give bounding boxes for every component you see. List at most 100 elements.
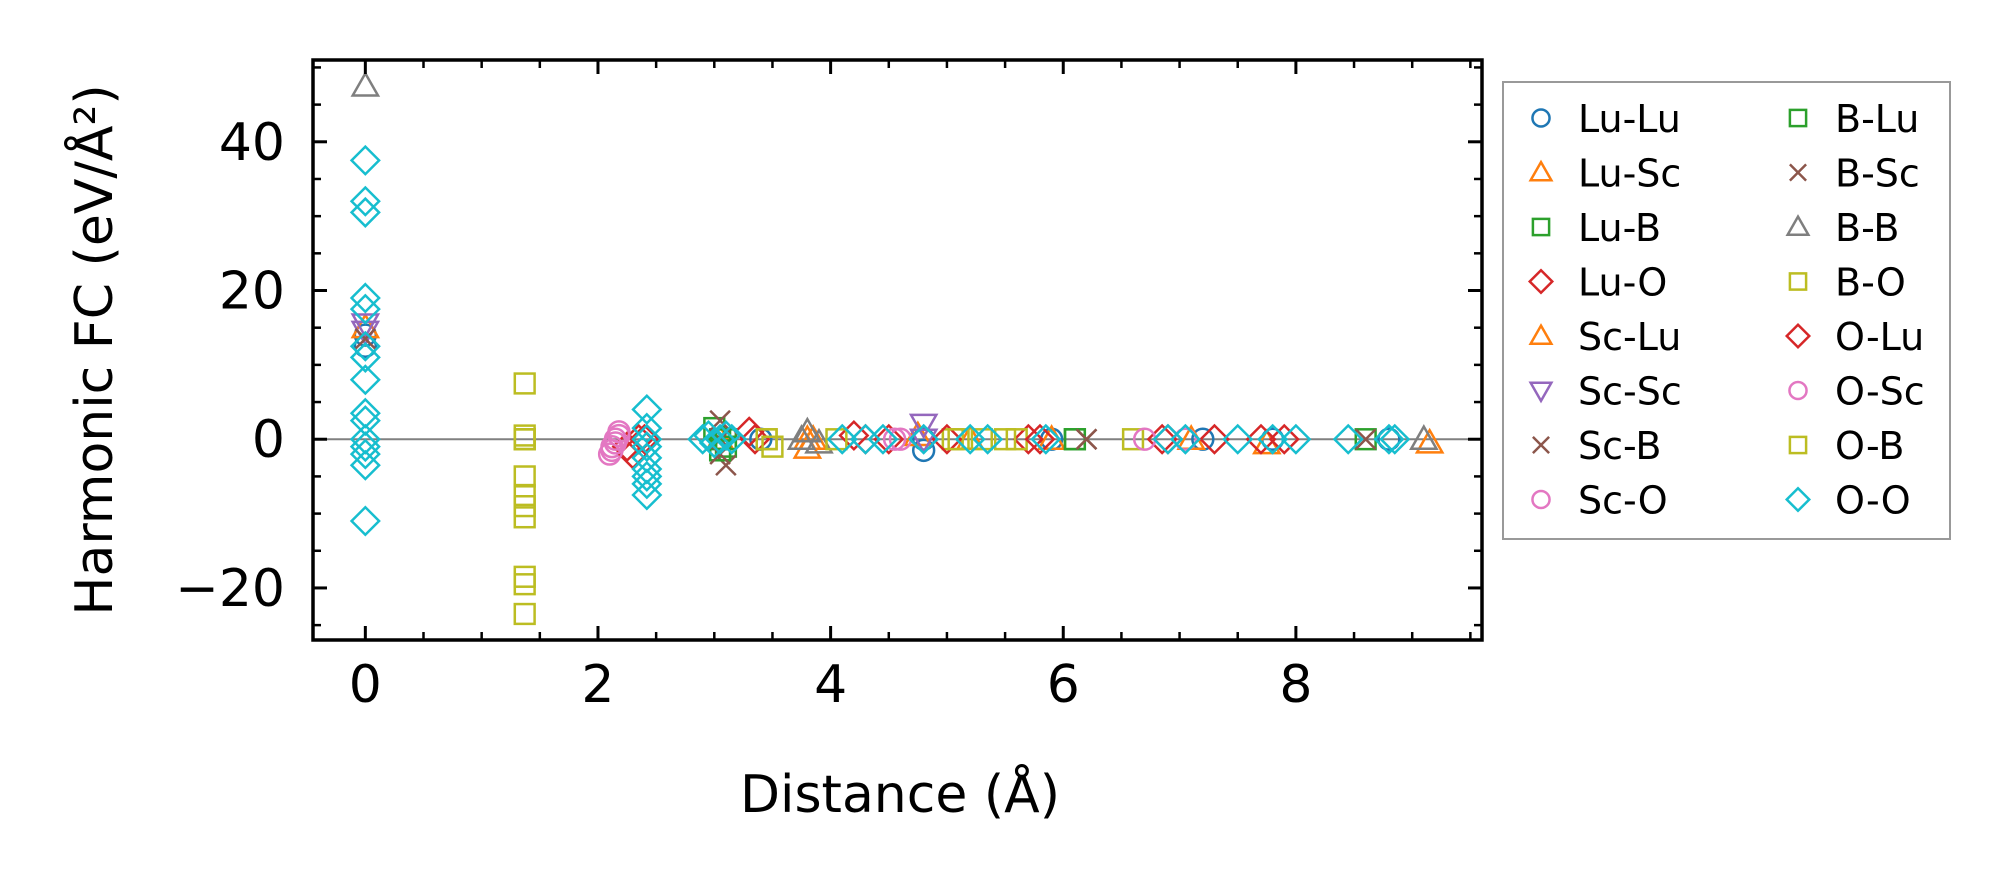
data-point (1280, 423, 1312, 455)
data-point (349, 282, 381, 314)
legend-marker (1528, 381, 1554, 404)
data-point (1075, 428, 1098, 451)
data-point (349, 505, 381, 537)
data-point (349, 341, 381, 373)
legend-marker (1784, 486, 1812, 513)
data-point (908, 423, 940, 455)
data-point (631, 423, 663, 455)
data-point (349, 185, 381, 217)
data-marks (313, 70, 1482, 626)
data-point (867, 423, 899, 455)
data-point (1377, 427, 1401, 451)
series-o-b (513, 428, 1017, 458)
data-point (349, 431, 381, 463)
series-b-b (350, 70, 1439, 454)
data-point (349, 438, 381, 470)
x-tick-label: 6 (1047, 655, 1080, 715)
data-point (761, 435, 784, 458)
legend-marker (1784, 322, 1812, 350)
data-point (513, 495, 536, 518)
legend-marker (1527, 268, 1555, 295)
data-point (631, 468, 663, 500)
legend-label: O-B (1835, 424, 1904, 468)
series-b-o (513, 372, 1145, 626)
data-point (1030, 423, 1062, 455)
data-point (350, 313, 381, 340)
legend-label: B-Sc (1835, 152, 1920, 196)
data-point (631, 431, 663, 463)
data-point (786, 424, 817, 450)
data-point (631, 412, 663, 444)
legend: Lu-Lu Lu-Sc Lu-B Lu-O Sc-Lu Sc-Sc Sc-B Sc-O B-Lu… (1502, 81, 1951, 540)
data-point (947, 428, 970, 451)
data-point (826, 423, 858, 455)
legend-label: Sc-Sc (1578, 370, 1682, 414)
legend-label: Lu-Lu (1578, 97, 1681, 141)
legend-label: B-Lu (1835, 97, 1919, 141)
plot-frame (311, 58, 1484, 642)
data-point (631, 460, 663, 492)
data-point (1169, 423, 1201, 455)
data-point (882, 427, 907, 451)
legend-marker (1531, 217, 1551, 237)
legend-label: Lu-B (1578, 206, 1661, 250)
data-point (349, 293, 381, 325)
legend-label: O-O (1835, 479, 1911, 523)
data-point (1257, 423, 1289, 455)
legend-label: Sc-B (1578, 424, 1661, 468)
data-point (350, 70, 381, 97)
legend-marker (1785, 214, 1811, 237)
y-tick-label: 20 (219, 262, 285, 322)
data-point (349, 405, 381, 437)
data-point (349, 196, 381, 228)
data-point (970, 428, 993, 451)
data-point (972, 423, 1004, 455)
legend-marker (1788, 380, 1808, 401)
x-tick-label: 0 (349, 655, 382, 715)
data-point (354, 328, 377, 350)
legend-label: Sc-O (1578, 479, 1668, 523)
data-point (1268, 423, 1300, 455)
data-point (1409, 424, 1439, 450)
legend-marker (1531, 108, 1551, 128)
data-point (710, 419, 742, 452)
data-point (513, 483, 536, 507)
data-point (733, 416, 765, 448)
data-point (631, 479, 663, 511)
legend-marker (1788, 272, 1808, 291)
data-point (349, 364, 381, 396)
legend-label: O-Lu (1835, 315, 1924, 359)
legend-marker (1789, 163, 1807, 182)
x-axis-label: Distance (Å) (740, 763, 1060, 825)
x-tick-label: 8 (1279, 655, 1312, 715)
legend-label: B-B (1835, 206, 1900, 250)
data-point (513, 372, 536, 395)
data-point (1354, 428, 1377, 451)
data-point (908, 428, 939, 455)
data-point (513, 573, 536, 596)
y-tick-label: 0 (252, 410, 285, 470)
series-o-o (349, 144, 1411, 537)
y-axis-label: Harmonic FC (eV/Å²) (63, 84, 125, 615)
data-point (698, 427, 730, 459)
legend-marker (1528, 323, 1554, 346)
data-point (825, 428, 848, 451)
data-point (739, 423, 771, 455)
data-point (908, 413, 939, 440)
data-point (704, 423, 736, 455)
legend-marker (1528, 159, 1554, 182)
legend-marker (1532, 436, 1550, 454)
data-point (1222, 423, 1254, 455)
data-point (631, 393, 663, 426)
data-point (873, 423, 905, 455)
axis-ticks: 0 2 4 6 8 −20 0 20 40 (175, 60, 1482, 715)
data-point (1024, 423, 1056, 455)
data-point (513, 565, 536, 588)
data-point (349, 449, 381, 481)
data-point (1373, 423, 1405, 455)
data-point (838, 419, 870, 452)
legend-label: O-Sc (1835, 370, 1925, 414)
data-point (716, 423, 748, 455)
data-point (931, 423, 963, 455)
